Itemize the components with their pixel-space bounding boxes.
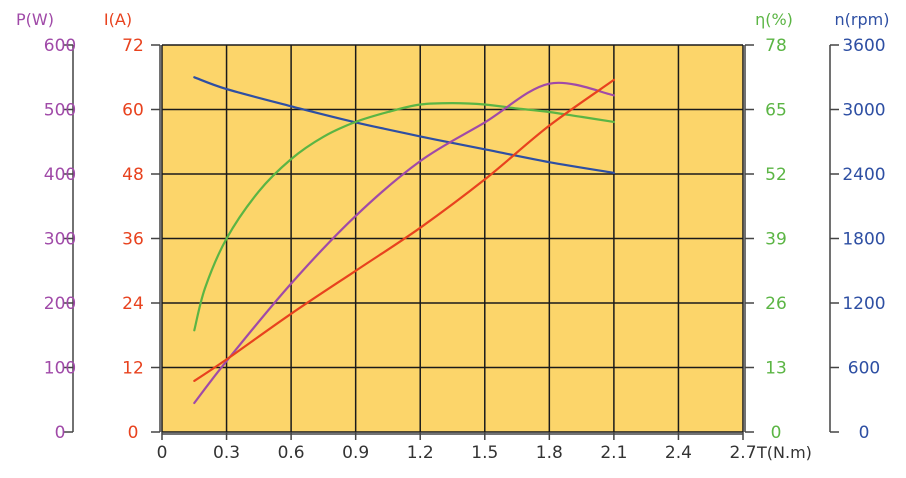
y-axis-eta-tick-label: 13 <box>765 359 787 379</box>
y-axis-n-tick-label: 1200 <box>842 294 885 314</box>
y-axis-eta-tick-label: 39 <box>765 230 787 250</box>
y-axis-eta-tick-label: 0 <box>771 423 782 443</box>
y-axis-I-tick-label: 48 <box>122 165 144 185</box>
y-axis-eta-tick-label: 52 <box>765 165 787 185</box>
y-axis-I-tick-label: 72 <box>122 36 144 56</box>
y-axis-n-tick-label: 600 <box>848 359 880 379</box>
x-axis-tick-label: 2.4 <box>665 443 692 463</box>
x-axis-tick-label: 1.5 <box>471 443 498 463</box>
y-axis-eta-title: η(%) <box>755 10 793 29</box>
y-axis-P-tick-label: 400 <box>44 165 76 185</box>
y-axis-n-title: n(rpm) <box>835 10 890 29</box>
x-axis-tick-label: 0.9 <box>342 443 369 463</box>
y-axis-n-tick-label: 1800 <box>842 230 885 250</box>
y-axis-n-tick-label: 3600 <box>842 36 885 56</box>
series-n-line <box>193 76 615 174</box>
y-axis-I-title: I(A) <box>104 10 132 29</box>
y-axis-P-tick-label: 600 <box>44 36 76 56</box>
x-axis-tick-label: 0 <box>157 443 168 463</box>
y-axis-eta-tick-label: 26 <box>765 294 787 314</box>
y-axis-I-tick-label: 0 <box>128 423 139 443</box>
y-axis-I-tick-label: 60 <box>122 101 144 121</box>
series-I-line <box>193 78 615 382</box>
y-axis-I-tick-label: 36 <box>122 230 144 250</box>
y-axis-I-tick-label: 12 <box>122 359 144 379</box>
x-axis-title: T(N.m) <box>756 443 812 462</box>
series-eta-line <box>193 102 615 332</box>
x-axis-tick-label: 2.7 <box>729 443 756 463</box>
x-axis-tick-label: 0.6 <box>278 443 305 463</box>
series-P-line <box>193 81 615 405</box>
y-axis-eta-tick-label: 78 <box>765 36 787 56</box>
y-axis-I-tick-label: 24 <box>122 294 144 314</box>
y-axis-P-tick-label: 300 <box>44 230 76 250</box>
y-axis-n-tick-label: 0 <box>859 423 870 443</box>
x-axis-tick-label: 1.2 <box>407 443 434 463</box>
x-axis-tick-label: 0.3 <box>213 443 240 463</box>
x-axis-tick-label: 1.8 <box>536 443 563 463</box>
y-axis-P-title: P(W) <box>16 10 54 29</box>
y-axis-n-tick-label: 2400 <box>842 165 885 185</box>
y-axis-P-tick-label: 500 <box>44 101 76 121</box>
x-axis-tick-label: 2.1 <box>600 443 627 463</box>
y-axis-P-tick-label: 100 <box>44 359 76 379</box>
y-axis-eta-tick-label: 65 <box>765 101 787 121</box>
y-axis-n-tick-label: 3000 <box>842 101 885 121</box>
y-axis-P-tick-label: 200 <box>44 294 76 314</box>
y-axis-P-tick-label: 0 <box>55 423 66 443</box>
